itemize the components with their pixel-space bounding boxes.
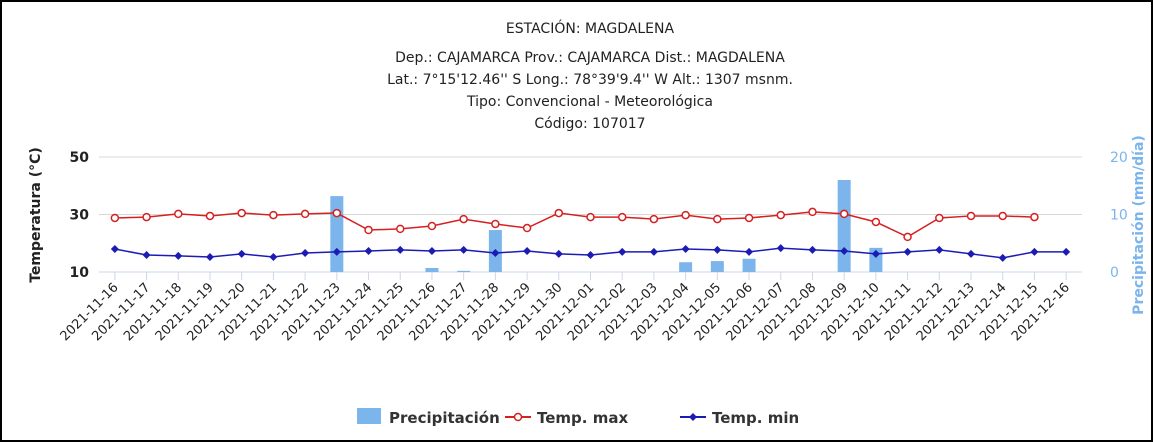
point [1062,247,1071,256]
point [554,208,564,218]
point [649,214,659,224]
point [205,253,214,262]
y-tick-label: 50 [70,150,90,166]
point [903,232,912,242]
point [776,244,785,253]
point [332,247,341,256]
point [935,213,944,223]
y-axis-title: Temperatura (°C) [28,147,44,283]
point [427,221,437,231]
point [744,213,754,223]
point [269,253,278,262]
point [776,210,786,220]
precip-bar [679,262,693,272]
precip-bar [742,258,756,272]
point [174,251,183,260]
point [174,209,183,219]
y2-tick-label: 10 [1110,208,1128,224]
point [1030,212,1039,222]
point [839,209,849,219]
point [745,247,754,256]
point [871,217,881,227]
precip-bar [457,270,471,272]
precip-bar [837,180,851,272]
point [903,247,912,256]
legend-marker [689,413,697,421]
point [649,247,658,256]
point [237,208,246,218]
y2-axis-title: Precipitación (mm/día) [1131,135,1147,315]
point [205,211,215,221]
subtitle: Código: 107017 [534,116,645,132]
point [142,251,151,260]
point [935,245,944,254]
point [998,253,1007,262]
point [332,208,342,218]
point [364,225,373,235]
precip-bar [710,261,724,272]
point [586,251,595,260]
point [110,213,120,223]
y-tick-label: 10 [70,265,90,281]
point [713,245,722,254]
point [301,249,310,258]
y2-tick-label: 0 [1110,265,1119,281]
point [491,219,500,229]
point [522,223,532,233]
subtitle: Dep.: CAJAMARCA Prov.: CAJAMARCA Dist.: … [395,50,785,66]
y-tick-label: 30 [70,208,90,224]
point [459,245,468,254]
legend-marker [513,412,523,422]
temp-line [114,211,1035,238]
point [523,247,532,256]
point [840,247,849,256]
subtitle: Lat.: 7°15'12.46'' S Long.: 78°39'9.4'' … [387,72,793,88]
point [998,211,1007,221]
point [364,247,373,256]
legend-swatch [357,408,381,424]
precip-bar [330,196,344,272]
legend-label: Temp. min [712,409,799,427]
point [554,249,563,258]
point [142,212,151,222]
point [395,224,405,234]
point [269,210,278,220]
subtitle: Tipo: Convencional - Meteorológica [466,94,713,110]
legend-label: Precipitación [389,409,500,427]
point [110,245,119,253]
chart-title: ESTACIÓN: MAGDALENA [506,19,675,37]
point [396,245,405,254]
point [459,214,468,224]
point [681,210,690,220]
point [808,207,817,217]
point [967,249,976,258]
point [808,245,817,254]
point [237,249,246,258]
point [713,214,722,224]
point [617,212,627,222]
point [618,247,627,256]
y2-tick-label: 20 [1110,150,1128,166]
point [1030,247,1039,256]
point [871,249,880,258]
point [586,212,595,222]
point [427,247,436,256]
point [966,211,976,221]
legend-label: Temp. max [537,409,628,427]
point [491,249,500,258]
point [681,245,690,253]
precip-bar [425,267,439,272]
point [300,209,310,219]
